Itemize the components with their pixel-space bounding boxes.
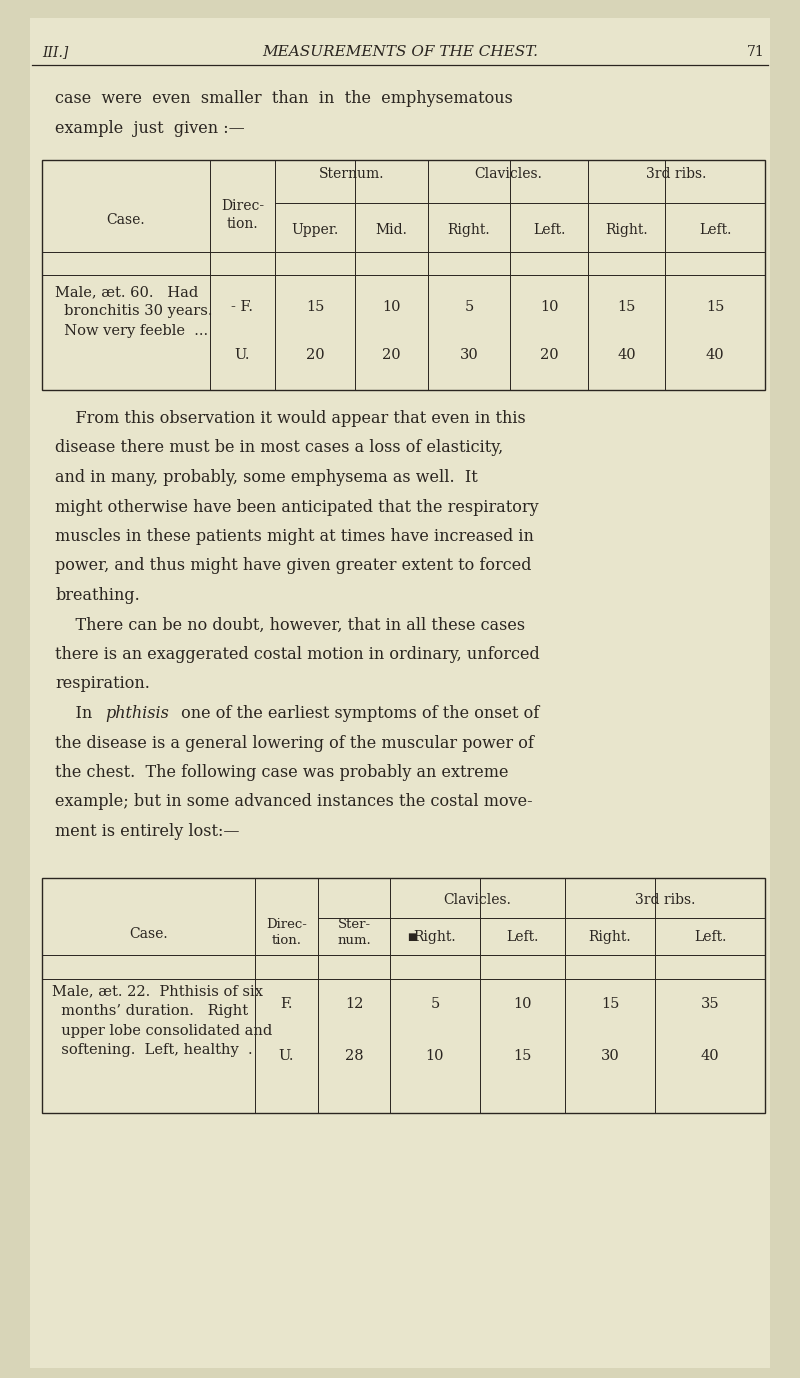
Text: MEASUREMENTS OF THE CHEST.: MEASUREMENTS OF THE CHEST.	[262, 45, 538, 59]
Text: III.]: III.]	[42, 45, 68, 59]
Text: 20: 20	[382, 349, 401, 362]
Text: 15: 15	[706, 300, 724, 314]
Text: disease there must be in most cases a loss of elasticity,: disease there must be in most cases a lo…	[55, 440, 503, 456]
Text: 28: 28	[345, 1049, 363, 1062]
Text: ment is entirely lost:—: ment is entirely lost:—	[55, 823, 239, 841]
Text: 71: 71	[747, 45, 765, 59]
Text: and in many, probably, some emphysema as well.  It: and in many, probably, some emphysema as…	[55, 469, 478, 486]
Text: the disease is a general lowering of the muscular power of: the disease is a general lowering of the…	[55, 734, 534, 751]
Text: there is an exaggerated costal motion in ordinary, unforced: there is an exaggerated costal motion in…	[55, 646, 540, 663]
Text: might otherwise have been anticipated that the respiratory: might otherwise have been anticipated th…	[55, 499, 538, 515]
Text: - F.: - F.	[231, 300, 254, 314]
Text: Mid.: Mid.	[375, 223, 407, 237]
Text: 15: 15	[306, 300, 324, 314]
Text: muscles in these patients might at times have increased in: muscles in these patients might at times…	[55, 528, 534, 546]
Text: Male, æt. 60.   Had
  bronchitis 30 years.
  Now very feeble  ...: Male, æt. 60. Had bronchitis 30 years. N…	[55, 285, 213, 338]
Text: 40: 40	[617, 349, 636, 362]
Text: Left.: Left.	[699, 223, 731, 237]
Text: one of the earliest symptoms of the onset of: one of the earliest symptoms of the onse…	[176, 706, 539, 722]
Text: ■: ■	[407, 933, 416, 943]
Text: 30: 30	[601, 1049, 619, 1062]
Text: U.: U.	[278, 1049, 294, 1062]
Text: 10: 10	[540, 300, 558, 314]
Text: example; but in some advanced instances the costal move-: example; but in some advanced instances …	[55, 794, 533, 810]
Text: 15: 15	[601, 998, 619, 1011]
Text: There can be no doubt, however, that in all these cases: There can be no doubt, however, that in …	[55, 616, 525, 634]
Text: 10: 10	[514, 998, 532, 1011]
Text: From this observation it would appear that even in this: From this observation it would appear th…	[55, 411, 526, 427]
Text: Right.: Right.	[414, 930, 456, 944]
Text: Clavicles.: Clavicles.	[443, 893, 511, 907]
Text: 40: 40	[706, 349, 724, 362]
Text: Male, æt. 22.  Phthisis of six
  months’ duration.   Right
  upper lobe consolid: Male, æt. 22. Phthisis of six months’ du…	[52, 984, 272, 1057]
Text: Left.: Left.	[533, 223, 565, 237]
FancyBboxPatch shape	[30, 18, 770, 1368]
Text: Case.: Case.	[129, 927, 168, 941]
Text: 3rd ribs.: 3rd ribs.	[635, 893, 695, 907]
Text: Ster-
num.: Ster- num.	[337, 918, 371, 947]
Text: In: In	[55, 706, 98, 722]
Text: Sternum.: Sternum.	[318, 167, 384, 181]
Text: 35: 35	[701, 998, 719, 1011]
Text: respiration.: respiration.	[55, 675, 150, 693]
Bar	[42, 160, 765, 390]
Text: 5: 5	[464, 300, 474, 314]
Text: Upper.: Upper.	[291, 223, 338, 237]
Text: 5: 5	[430, 998, 440, 1011]
Text: 3rd ribs.: 3rd ribs.	[646, 167, 706, 181]
Text: 10: 10	[426, 1049, 444, 1062]
Text: Right.: Right.	[605, 223, 648, 237]
Text: Direc-
tion.: Direc- tion.	[266, 918, 307, 947]
Text: U.: U.	[234, 349, 250, 362]
Text: breathing.: breathing.	[55, 587, 140, 604]
Text: 15: 15	[618, 300, 636, 314]
Text: 10: 10	[382, 300, 401, 314]
Text: 20: 20	[540, 349, 558, 362]
Text: F.: F.	[280, 998, 293, 1011]
Bar	[42, 878, 765, 1112]
Text: power, and thus might have given greater extent to forced: power, and thus might have given greater…	[55, 558, 531, 575]
Text: case  were  even  smaller  than  in  the  emphysematous: case were even smaller than in the emphy…	[55, 90, 513, 107]
Text: 20: 20	[306, 349, 324, 362]
Text: Case.: Case.	[106, 214, 146, 227]
Text: example  just  given :—: example just given :—	[55, 120, 245, 136]
Text: 30: 30	[460, 349, 478, 362]
Text: Direc-
tion.: Direc- tion.	[221, 200, 264, 230]
Text: Right.: Right.	[589, 930, 631, 944]
Text: Left.: Left.	[694, 930, 726, 944]
Text: Clavicles.: Clavicles.	[474, 167, 542, 181]
Text: the chest.  The following case was probably an extreme: the chest. The following case was probab…	[55, 763, 509, 781]
Text: phthisis: phthisis	[105, 706, 169, 722]
Text: Right.: Right.	[448, 223, 490, 237]
Text: 15: 15	[514, 1049, 532, 1062]
Text: 40: 40	[701, 1049, 719, 1062]
Text: 12: 12	[345, 998, 363, 1011]
Text: Left.: Left.	[506, 930, 538, 944]
